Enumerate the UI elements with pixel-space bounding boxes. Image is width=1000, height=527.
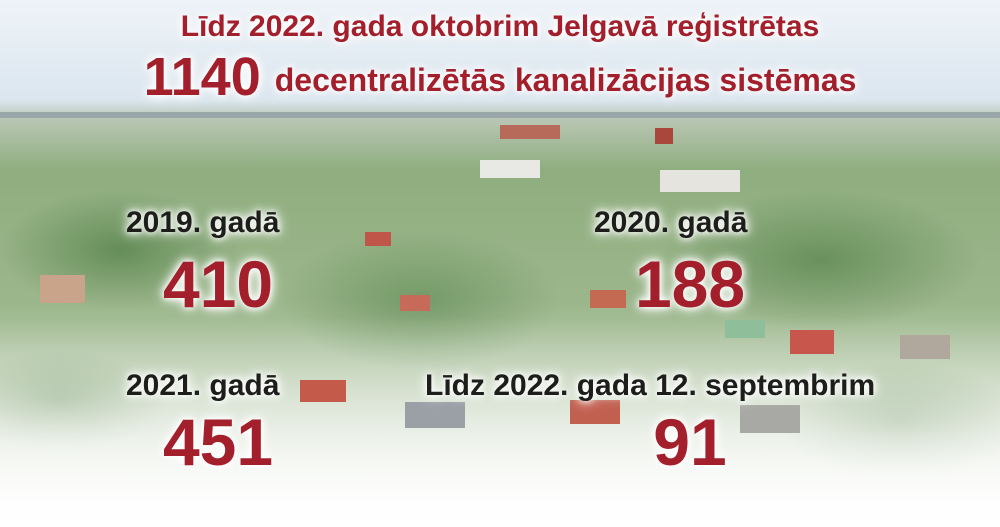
roof (740, 405, 800, 433)
roof (900, 335, 950, 359)
stat-value: 451 (162, 405, 274, 479)
stat-value: 91 (653, 405, 727, 479)
title-line: 1140 decentralizētās kanalizācijas sistēm… (0, 46, 1000, 108)
building (655, 128, 673, 144)
roof (570, 400, 620, 424)
stat-value: 188 (634, 247, 746, 321)
roof (405, 402, 465, 428)
roof (300, 380, 346, 402)
house (40, 275, 85, 303)
stat-label: Līdz 2022. gada 12. septembrim (425, 369, 876, 402)
total-count: 1140 (143, 47, 261, 107)
stat-label: 2021. gadā (126, 369, 280, 402)
building (480, 160, 540, 178)
stat-value: 410 (162, 247, 274, 321)
roof (365, 232, 391, 246)
roof (400, 295, 430, 311)
stat-label: 2019. gadā (126, 206, 280, 239)
stat-label: 2020. gadā (594, 206, 748, 239)
roof (590, 290, 626, 308)
building (500, 125, 560, 139)
roof (790, 330, 834, 354)
horizon (0, 112, 1000, 118)
title-text: decentralizētās kanalizācijas sistēmas (274, 62, 857, 98)
building (660, 170, 740, 192)
title-line: Līdz 2022. gada oktobrim Jelgavā reģistr… (180, 10, 820, 43)
roof (725, 320, 765, 338)
